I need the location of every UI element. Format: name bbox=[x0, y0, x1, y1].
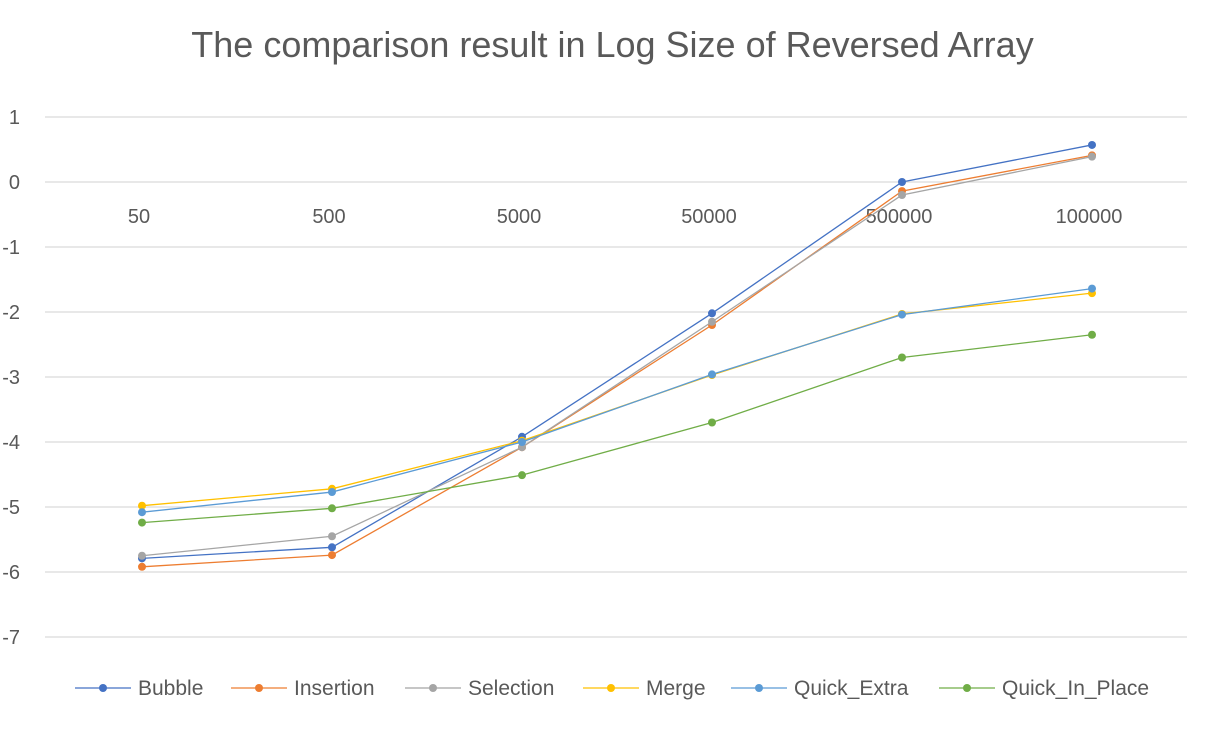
series-line bbox=[141, 287, 1093, 513]
legend-marker-icon bbox=[607, 684, 615, 692]
y-tick-label: -6 bbox=[2, 562, 20, 584]
legend-label: Quick_Extra bbox=[794, 677, 909, 700]
series-selection bbox=[138, 152, 1096, 560]
legend-item: Insertion bbox=[231, 677, 375, 700]
legend-item: Merge bbox=[583, 677, 706, 700]
legend-item: Quick_In_Place bbox=[939, 677, 1149, 700]
data-point bbox=[138, 508, 146, 517]
data-point bbox=[898, 353, 906, 362]
x-tick-label: 5000 bbox=[497, 206, 542, 228]
data-point bbox=[138, 562, 146, 571]
data-point bbox=[138, 501, 146, 510]
data-point bbox=[1088, 152, 1096, 161]
series-quick-extra bbox=[138, 284, 1096, 517]
data-point bbox=[708, 418, 716, 427]
data-point bbox=[518, 438, 526, 446]
legend-item: Quick_Extra bbox=[731, 677, 909, 700]
y-tick-label: -7 bbox=[2, 627, 20, 649]
legend-marker-icon bbox=[99, 684, 107, 692]
x-tick-label: 50000 bbox=[681, 206, 737, 228]
legend-item: Selection bbox=[405, 677, 554, 700]
legend-marker-icon bbox=[255, 684, 263, 692]
data-point bbox=[328, 488, 336, 497]
series-line bbox=[141, 156, 1093, 557]
y-tick-label: 1 bbox=[9, 107, 20, 129]
series-line bbox=[141, 154, 1093, 568]
data-point bbox=[898, 310, 906, 319]
data-point bbox=[138, 551, 146, 560]
y-tick-label: -3 bbox=[2, 367, 20, 389]
series-line bbox=[141, 292, 1093, 507]
legend-marker-icon bbox=[755, 684, 763, 692]
y-axis-ticks: 1 0 -1 -2 -3 -4 -5 -6 -7 bbox=[2, 107, 20, 649]
data-point bbox=[1088, 330, 1096, 339]
legend: Bubble Insertion Selection Merge Quick_Extra… bbox=[75, 677, 1149, 700]
x-tick-label: 500000 bbox=[866, 206, 933, 228]
y-tick-label: 0 bbox=[9, 172, 20, 194]
legend-marker-icon bbox=[963, 684, 971, 692]
data-point bbox=[328, 504, 336, 513]
x-tick-label: 500 bbox=[312, 206, 345, 228]
series-line bbox=[141, 144, 1093, 559]
y-tick-label: -4 bbox=[2, 432, 20, 454]
data-point bbox=[708, 370, 716, 379]
data-point bbox=[898, 191, 906, 199]
legend-marker-icon bbox=[429, 684, 437, 692]
series-merge bbox=[138, 289, 1096, 510]
data-point bbox=[1088, 140, 1096, 149]
data-point bbox=[1088, 284, 1096, 293]
y-tick-label: -1 bbox=[2, 237, 20, 259]
data-point bbox=[138, 518, 146, 527]
x-tick-label: 100000 bbox=[1056, 206, 1123, 228]
data-point bbox=[328, 543, 336, 552]
chart-title: The comparison result in Log Size of Rev… bbox=[191, 24, 1034, 65]
legend-label: Selection bbox=[468, 677, 554, 700]
series-lines bbox=[138, 140, 1096, 571]
y-tick-label: -2 bbox=[2, 302, 20, 324]
x-axis-ticks: 50 500 5000 50000 500000 100000 bbox=[128, 206, 1123, 228]
legend-label: Quick_In_Place bbox=[1002, 677, 1149, 700]
legend-item: Bubble bbox=[75, 677, 203, 700]
legend-label: Merge bbox=[646, 677, 706, 700]
series-insertion bbox=[138, 151, 1096, 571]
data-point bbox=[328, 532, 336, 541]
data-point bbox=[708, 309, 716, 318]
data-point bbox=[328, 551, 336, 560]
x-tick-label: 50 bbox=[128, 206, 150, 228]
data-point bbox=[898, 178, 906, 186]
data-point bbox=[518, 471, 526, 480]
series-quick-in-place bbox=[138, 330, 1096, 527]
series-line bbox=[141, 334, 1093, 524]
legend-label: Insertion bbox=[294, 677, 375, 700]
gridlines bbox=[45, 116, 1187, 638]
legend-label: Bubble bbox=[138, 677, 203, 700]
y-tick-label: -5 bbox=[2, 497, 20, 519]
data-point bbox=[708, 317, 716, 326]
